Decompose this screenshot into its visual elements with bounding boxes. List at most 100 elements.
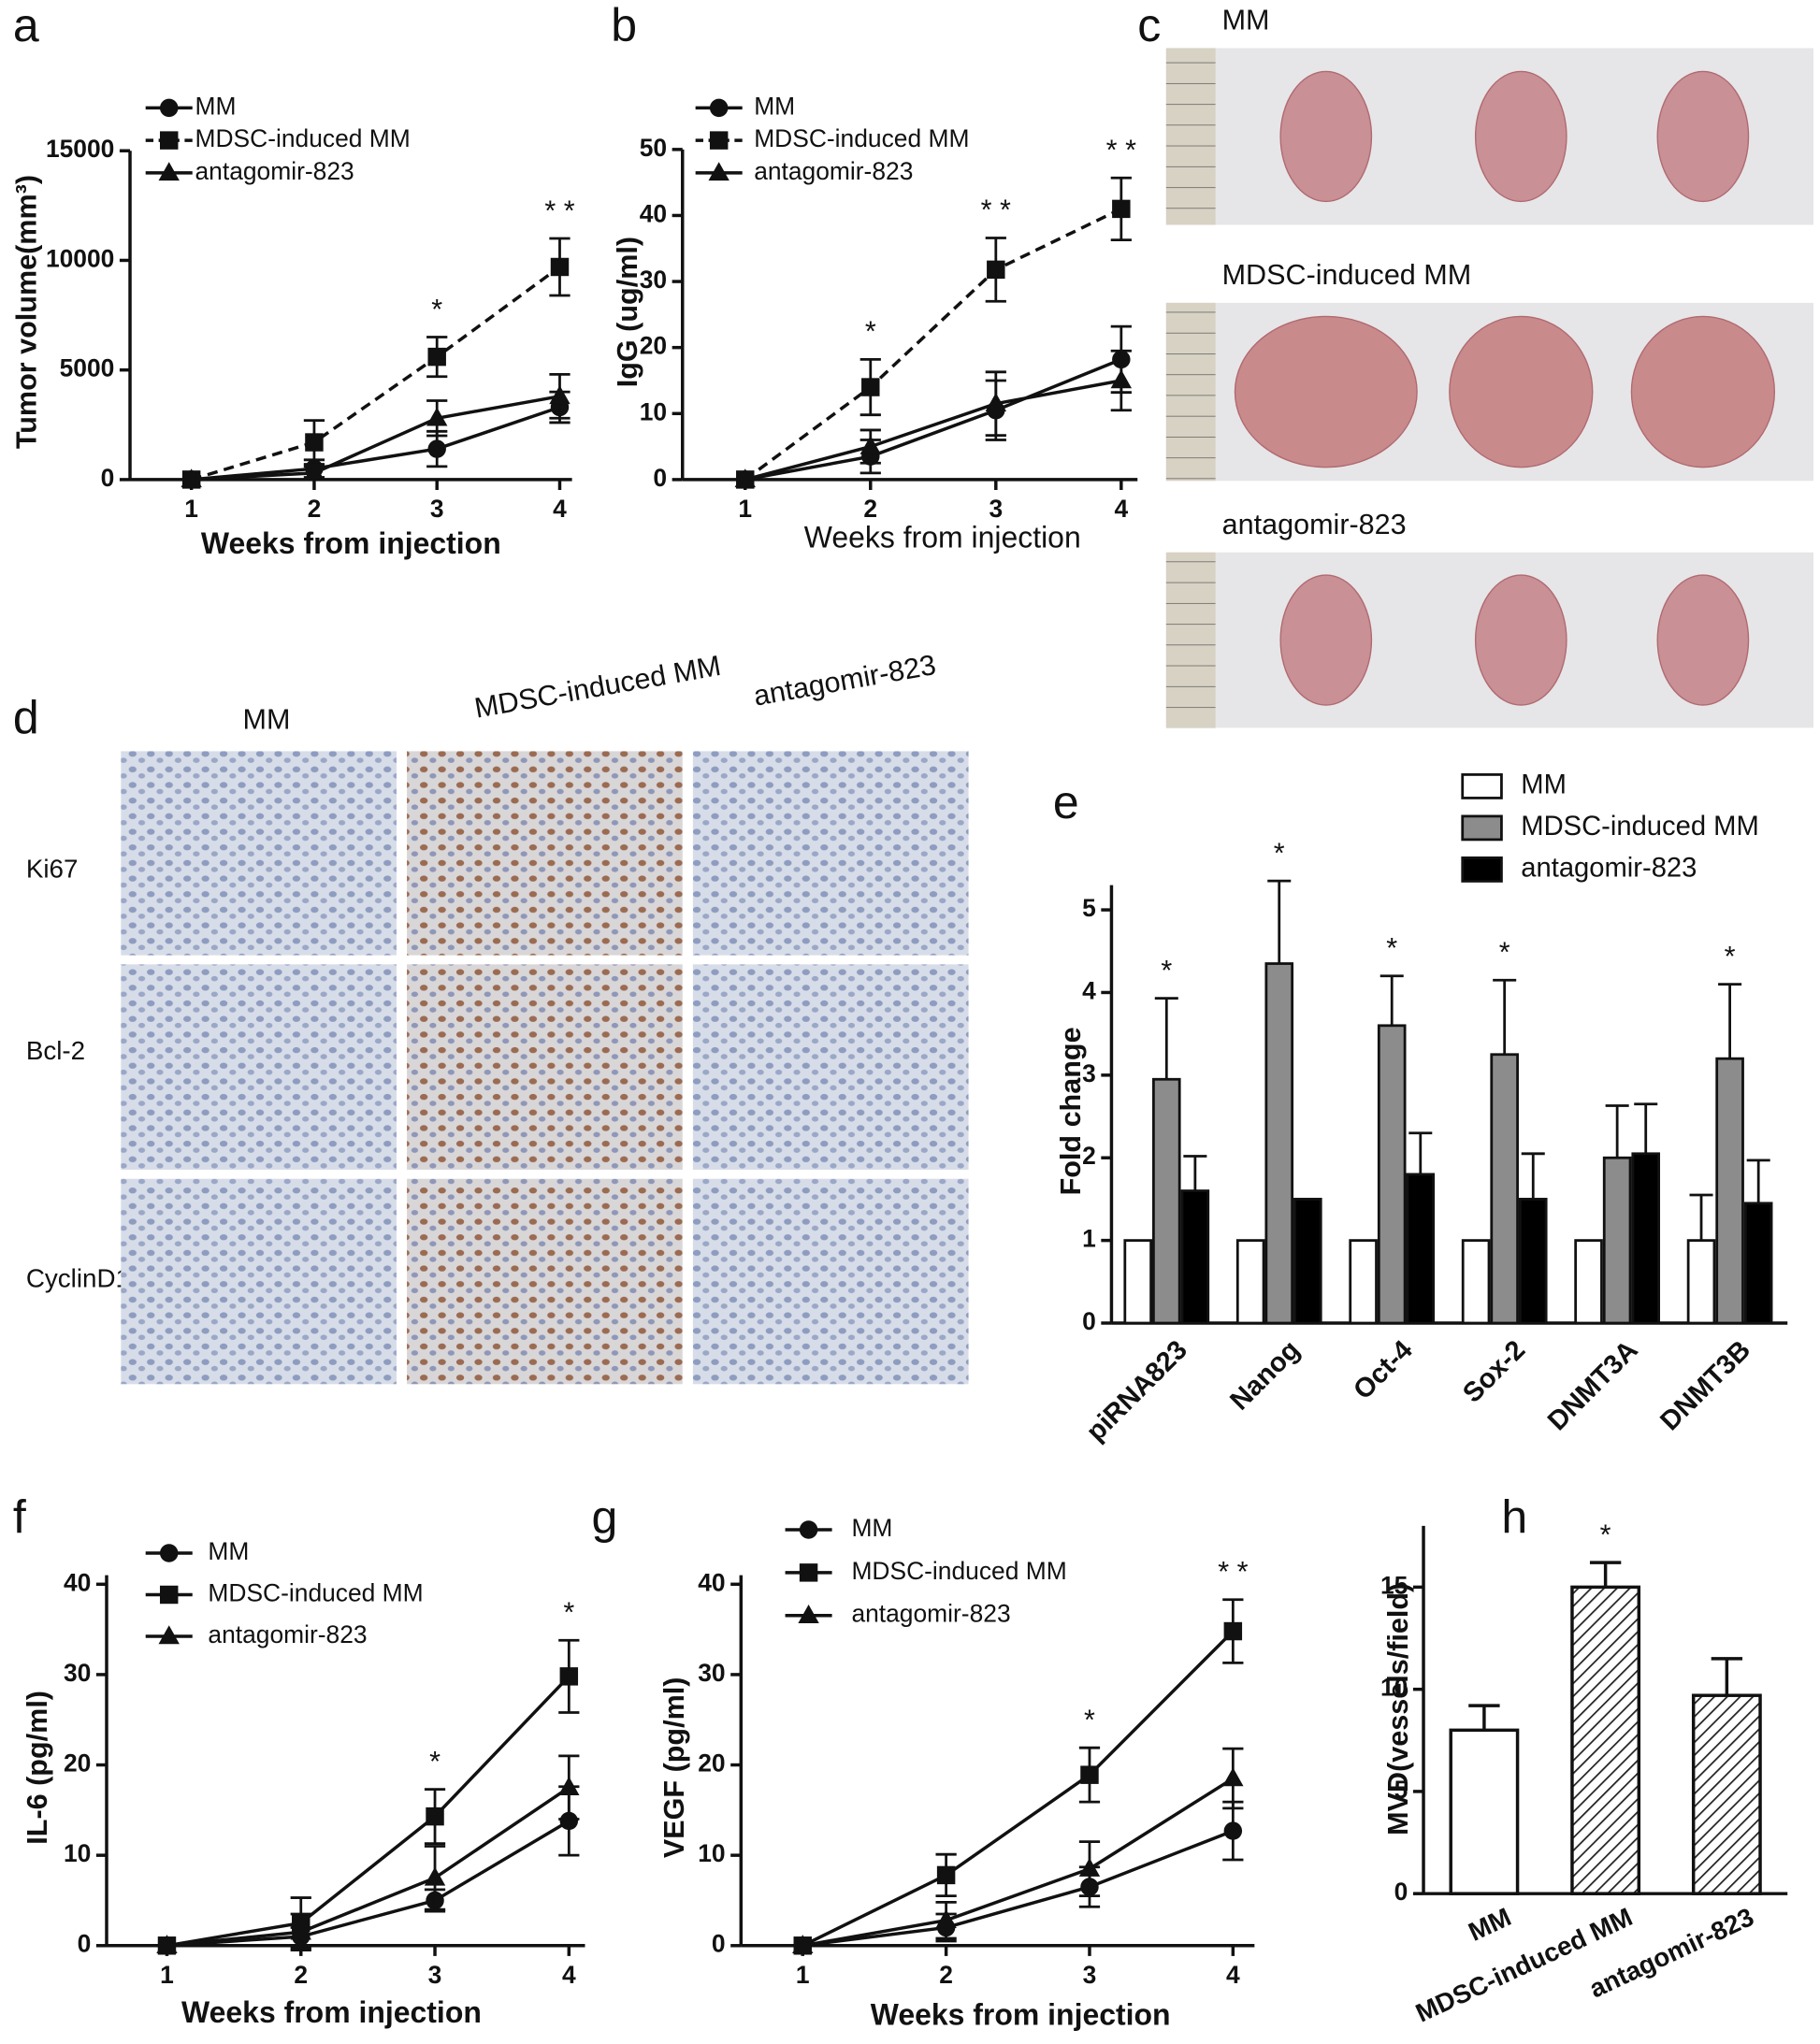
x-tick-label: 4 <box>553 495 567 523</box>
error-bar <box>1379 974 1404 1026</box>
y-tick-label: 20 <box>64 1749 91 1778</box>
legend-swatch <box>1461 856 1503 883</box>
bar <box>1691 1693 1762 1895</box>
x-tick-label: 2 <box>863 495 877 523</box>
error-bar <box>1634 1102 1658 1154</box>
marker <box>424 1866 446 1886</box>
series-line <box>191 405 561 482</box>
y-tick-label: 30 <box>64 1659 91 1687</box>
x-tick-label: 4 <box>1226 1961 1240 1989</box>
x-tick-label: Nanog <box>1224 1335 1306 1417</box>
legend-label: MDSC-induced MM <box>754 124 969 152</box>
tumor <box>1656 574 1750 706</box>
significance-mark: * * <box>1218 1556 1248 1588</box>
bar <box>1602 1156 1632 1325</box>
series-line <box>166 1819 571 1948</box>
legend-swatch <box>1461 773 1503 799</box>
photo-label: MDSC-induced MM <box>1222 259 1472 291</box>
ihc-image <box>692 964 969 1170</box>
y-tick-label: 20 <box>640 332 667 360</box>
marker <box>709 98 729 118</box>
marker <box>426 407 448 426</box>
legend-label: antagomir-823 <box>195 157 354 185</box>
tumor <box>1474 574 1567 706</box>
row-label: Ki67 <box>26 855 79 884</box>
marker <box>559 1811 579 1831</box>
legend-label: MM <box>851 1514 892 1542</box>
y-tick-label: 5 <box>1394 1776 1408 1804</box>
tumor <box>1234 315 1418 468</box>
significance-mark: * <box>865 316 876 348</box>
y-tick-label: 10 <box>1380 1674 1408 1702</box>
marker <box>935 1909 957 1928</box>
error-bar <box>1746 1159 1770 1203</box>
series-line <box>802 1777 1235 1948</box>
bar <box>1180 1189 1210 1325</box>
marker <box>1222 1767 1244 1787</box>
y-tick-label: 40 <box>640 199 667 227</box>
row-label: CyclinD1 <box>26 1263 130 1292</box>
bar <box>1293 1198 1322 1325</box>
legend-label: antagomir-823 <box>1521 854 1697 884</box>
ihc-image <box>407 1178 683 1385</box>
marker <box>427 439 446 458</box>
significance-mark: * <box>1386 932 1397 964</box>
ruler <box>1165 302 1216 482</box>
marker <box>550 257 570 277</box>
y-axis-label: MVD(vessels/field) <box>1382 1583 1414 1835</box>
marker <box>549 385 571 405</box>
y-tick-label: 15 <box>1380 1571 1408 1599</box>
y-axis-label: Tumor volume(mm³) <box>11 175 43 449</box>
bar <box>1631 1152 1661 1325</box>
error-bar <box>1493 978 1517 1055</box>
series-line <box>744 207 1122 482</box>
marker <box>987 260 1005 280</box>
y-tick-label: 0 <box>101 464 115 492</box>
x-tick-label: MDSC-induced MM <box>1411 1902 1637 2027</box>
marker <box>936 1865 956 1885</box>
y-tick-label: 3 <box>1082 1059 1096 1087</box>
legend-label: MM <box>1521 770 1567 800</box>
significance-mark: * <box>1499 936 1510 968</box>
ruler <box>1165 552 1216 728</box>
panel-letter: f <box>13 1490 26 1543</box>
y-tick-label: 40 <box>64 1568 91 1596</box>
error-bar <box>1183 1155 1207 1191</box>
row-label: Bcl-2 <box>26 1036 85 1065</box>
marker <box>708 162 729 181</box>
ruler <box>1165 48 1216 225</box>
series-line <box>191 266 561 482</box>
significance-mark: * <box>1600 1519 1611 1550</box>
bar <box>1570 1585 1641 1895</box>
bar <box>1715 1057 1744 1325</box>
marker <box>290 1921 311 1940</box>
y-tick-label: 40 <box>698 1568 725 1596</box>
ihc-image <box>692 751 969 956</box>
column-label: antagomir-823 <box>751 649 938 713</box>
column-label: MM <box>243 704 291 736</box>
x-tick-label: 4 <box>1114 495 1128 523</box>
x-tick-label: 2 <box>939 1961 953 1989</box>
tumor <box>1656 70 1750 203</box>
marker <box>426 1806 444 1826</box>
y-axis-label: Fold change <box>1055 1027 1087 1195</box>
marker <box>799 1563 818 1582</box>
x-tick-label: 1 <box>738 495 752 523</box>
y-tick-label: 0 <box>1394 1878 1408 1906</box>
legend-label: antagomir-823 <box>754 157 913 185</box>
error-bar <box>1605 1104 1629 1159</box>
y-tick-label: 50 <box>640 134 667 162</box>
marker <box>427 347 446 367</box>
marker <box>1078 1857 1101 1877</box>
error-bar <box>1718 983 1742 1059</box>
y-tick-label: 10 <box>698 1839 725 1867</box>
y-tick-label: 4 <box>1082 976 1096 1004</box>
y-tick-label: 30 <box>640 266 667 294</box>
y-axis-label: IgG (ug/ml) <box>612 237 643 387</box>
marker <box>861 378 880 396</box>
significance-mark: * <box>1084 1704 1095 1735</box>
error-bar <box>1521 1152 1545 1200</box>
y-tick-label: 10 <box>640 397 667 425</box>
tumor <box>1279 574 1373 706</box>
